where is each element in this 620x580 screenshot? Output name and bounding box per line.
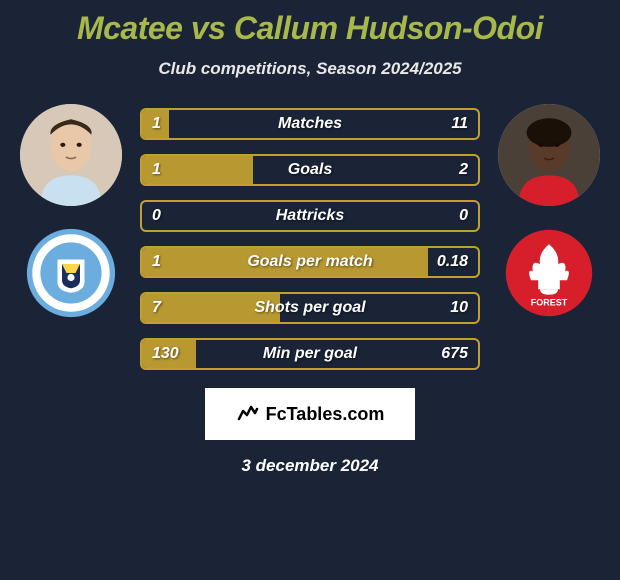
stat-value-right: 2: [459, 161, 468, 179]
club-right-badge: FOREST: [504, 228, 594, 318]
stat-bar: 1Goals per match0.18: [140, 246, 480, 278]
forest-badge-icon: FOREST: [504, 228, 594, 318]
brand-badge[interactable]: FcTables.com: [205, 388, 415, 440]
left-column: [20, 104, 122, 318]
brand-text: FcTables.com: [266, 404, 385, 425]
stat-label: Goals per match: [142, 253, 478, 271]
player-right-avatar: [498, 104, 600, 206]
player-left-avatar: [20, 104, 122, 206]
stat-label: Shots per goal: [142, 299, 478, 317]
avatar-right-icon: [498, 104, 600, 206]
brand-logo-icon: [236, 399, 260, 429]
stat-label: Min per goal: [142, 345, 478, 363]
club-left-badge: [26, 228, 116, 318]
avatar-left-icon: [20, 104, 122, 206]
stat-bar: 1Matches11: [140, 108, 480, 140]
comparison-card: Mcatee vs Callum Hudson-Odoi Club compet…: [0, 0, 620, 476]
svg-text:FOREST: FOREST: [531, 297, 568, 307]
main-area: 1Matches11 1Goals2 0Hattricks0 1Goals per m…: [0, 104, 620, 370]
stat-label: Matches: [142, 115, 478, 133]
stat-bar: 0Hattricks0: [140, 200, 480, 232]
stat-bar: 1Goals2: [140, 154, 480, 186]
stat-label: Goals: [142, 161, 478, 179]
stat-label: Hattricks: [142, 207, 478, 225]
stat-value-right: 11: [451, 115, 468, 133]
stat-value-right: 0: [459, 207, 468, 225]
stat-bar: 130Min per goal675: [140, 338, 480, 370]
date-line: 3 december 2024: [0, 456, 620, 476]
right-column: FOREST: [498, 104, 600, 318]
stats-column: 1Matches11 1Goals2 0Hattricks0 1Goals per m…: [140, 104, 480, 370]
stat-bar: 7Shots per goal10: [140, 292, 480, 324]
stat-value-right: 10: [450, 299, 468, 317]
stat-value-right: 675: [441, 345, 468, 363]
stat-value-right: 0.18: [437, 253, 468, 271]
subtitle: Club competitions, Season 2024/2025: [0, 59, 620, 79]
page-title: Mcatee vs Callum Hudson-Odoi: [0, 10, 620, 47]
man-city-badge-icon: [26, 228, 116, 318]
